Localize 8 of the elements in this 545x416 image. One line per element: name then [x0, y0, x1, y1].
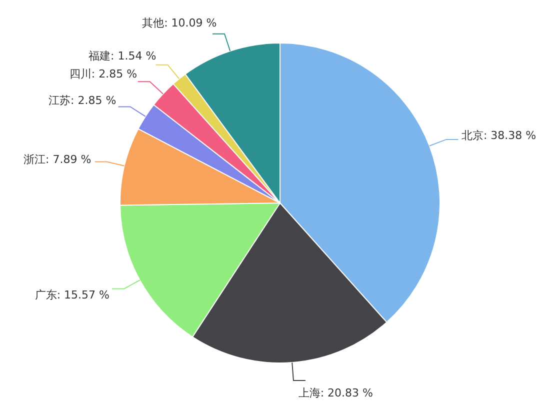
slice-label: 广东: 15.57 %	[34, 288, 110, 302]
slice-label: 北京: 38.38 %	[461, 129, 536, 142]
slice-label: 其他: 10.09 %	[142, 16, 217, 30]
slice-label: 浙江: 7.89 %	[24, 152, 92, 166]
slice-label: 江苏: 2.85 %	[48, 94, 116, 108]
slice-label: 四川: 2.85 %	[69, 67, 138, 80]
slice-label: 上海: 20.83 %	[298, 386, 374, 400]
slice-label: 福建: 1.54 %	[88, 50, 156, 63]
